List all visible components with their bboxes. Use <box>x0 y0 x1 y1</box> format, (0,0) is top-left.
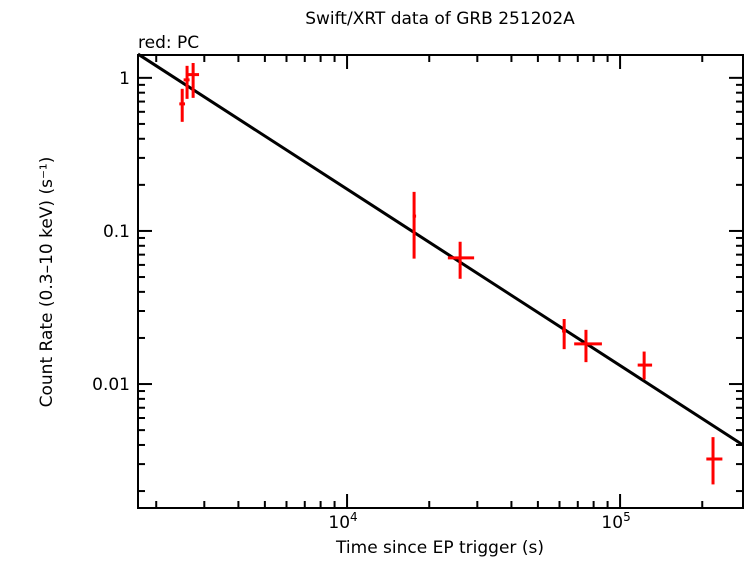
y-tick-label: 1 <box>119 69 130 89</box>
y-tick-label: 0.01 <box>92 375 130 395</box>
data-point <box>185 63 200 98</box>
data-point <box>574 329 602 363</box>
data-point <box>562 318 567 350</box>
data-point <box>179 88 186 122</box>
data-point <box>447 241 475 279</box>
data-point <box>637 351 653 380</box>
data-point <box>183 65 190 99</box>
plot-frame <box>137 54 744 509</box>
x-tick-label: 105 <box>601 510 630 533</box>
data-point <box>706 437 723 485</box>
x-axis-label: Time since EP trigger (s) <box>335 538 544 558</box>
chart-title: Swift/XRT data of GRB 251202A <box>305 9 575 29</box>
y-tick-label: 0.1 <box>103 222 130 242</box>
data-point <box>412 191 417 259</box>
power-law-fit-line <box>137 52 744 447</box>
y-axis-label: Count Rate (0.3–10 keV) (s⁻¹) <box>37 157 57 408</box>
annotation-red-pc: red: PC <box>138 33 199 53</box>
x-tick-label: 104 <box>328 510 357 533</box>
